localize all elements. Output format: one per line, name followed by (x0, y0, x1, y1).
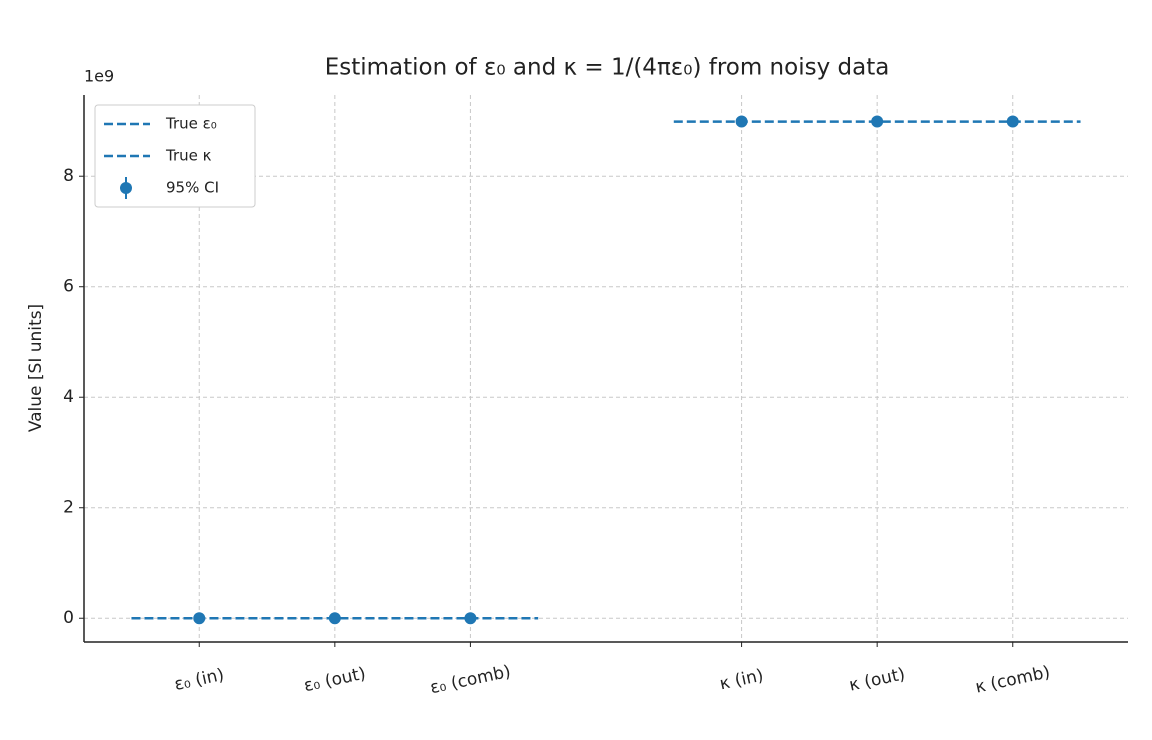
estimate-point (464, 612, 477, 625)
y-offset-label: 1e9 (84, 67, 114, 86)
x-tick-label: ε₀ (out) (302, 664, 367, 697)
y-tick-label: 0 (63, 608, 74, 628)
estimate-point (328, 612, 341, 625)
y-tick-label: 6 (63, 277, 74, 297)
legend-box (94, 104, 256, 208)
y-tick-label: 4 (63, 387, 74, 407)
x-tick-label: κ (in) (718, 666, 765, 695)
legend-label: True κ (165, 147, 212, 165)
legend-label: 95% CI (166, 179, 219, 197)
x-tick-label: κ (comb) (974, 662, 1052, 697)
y-tick-label: 2 (63, 498, 74, 518)
x-tick-label: ε₀ (in) (173, 665, 226, 695)
chart-title: Estimation of ε₀ and κ = 1/(4πε₀) from n… (325, 55, 890, 81)
estimate-point (735, 115, 748, 128)
estimate-point (1006, 115, 1019, 128)
legend-swatch (120, 182, 132, 194)
estimate-point (193, 612, 206, 625)
x-tick-label: κ (out) (847, 664, 906, 695)
legend-label: True ε₀ (165, 115, 217, 133)
estimate-point (871, 115, 884, 128)
y-axis-label: Value [SI units] (26, 304, 46, 432)
legend: True ε₀ True κ 95% CI (94, 104, 256, 208)
y-tick-label: 8 (63, 166, 74, 186)
x-tick-label: ε₀ (comb) (428, 662, 512, 699)
